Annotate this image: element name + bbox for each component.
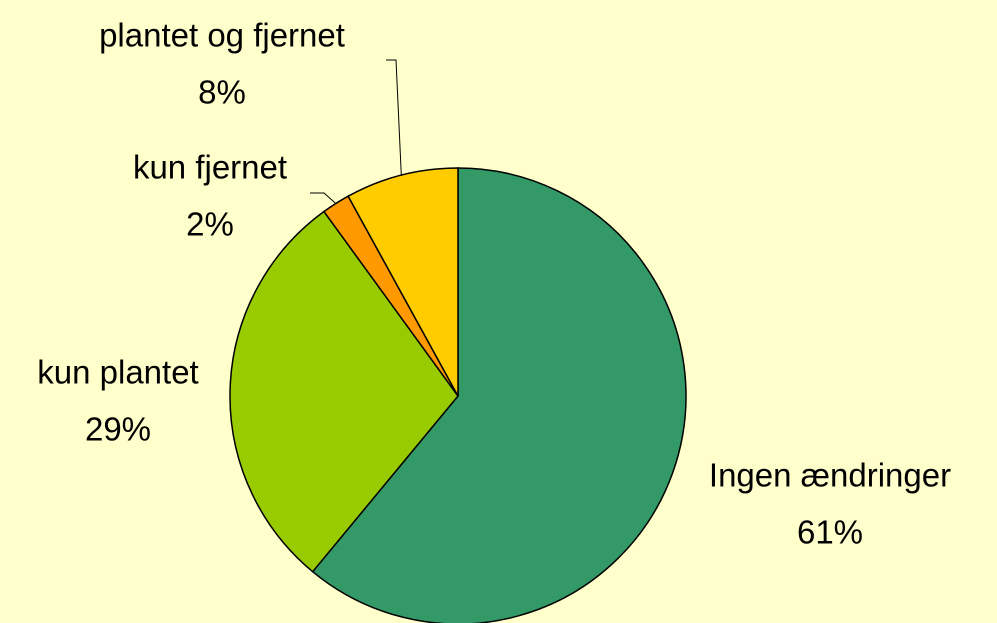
slice-value-label: 61% xyxy=(797,514,863,551)
slice-label: kun fjernet xyxy=(133,149,287,186)
slice-label: kun plantet xyxy=(37,354,198,391)
leader-line xyxy=(310,192,337,204)
slice-label: Ingen ændringer xyxy=(709,457,951,494)
slice-value-label: 2% xyxy=(186,206,234,243)
slice-label: plantet og fjernet xyxy=(99,17,345,54)
pie-slice xyxy=(229,210,459,573)
pie-slice xyxy=(311,167,687,623)
leader-line xyxy=(386,59,402,176)
slice-value-label: 8% xyxy=(198,74,246,111)
slice-value-label: 29% xyxy=(85,411,151,448)
